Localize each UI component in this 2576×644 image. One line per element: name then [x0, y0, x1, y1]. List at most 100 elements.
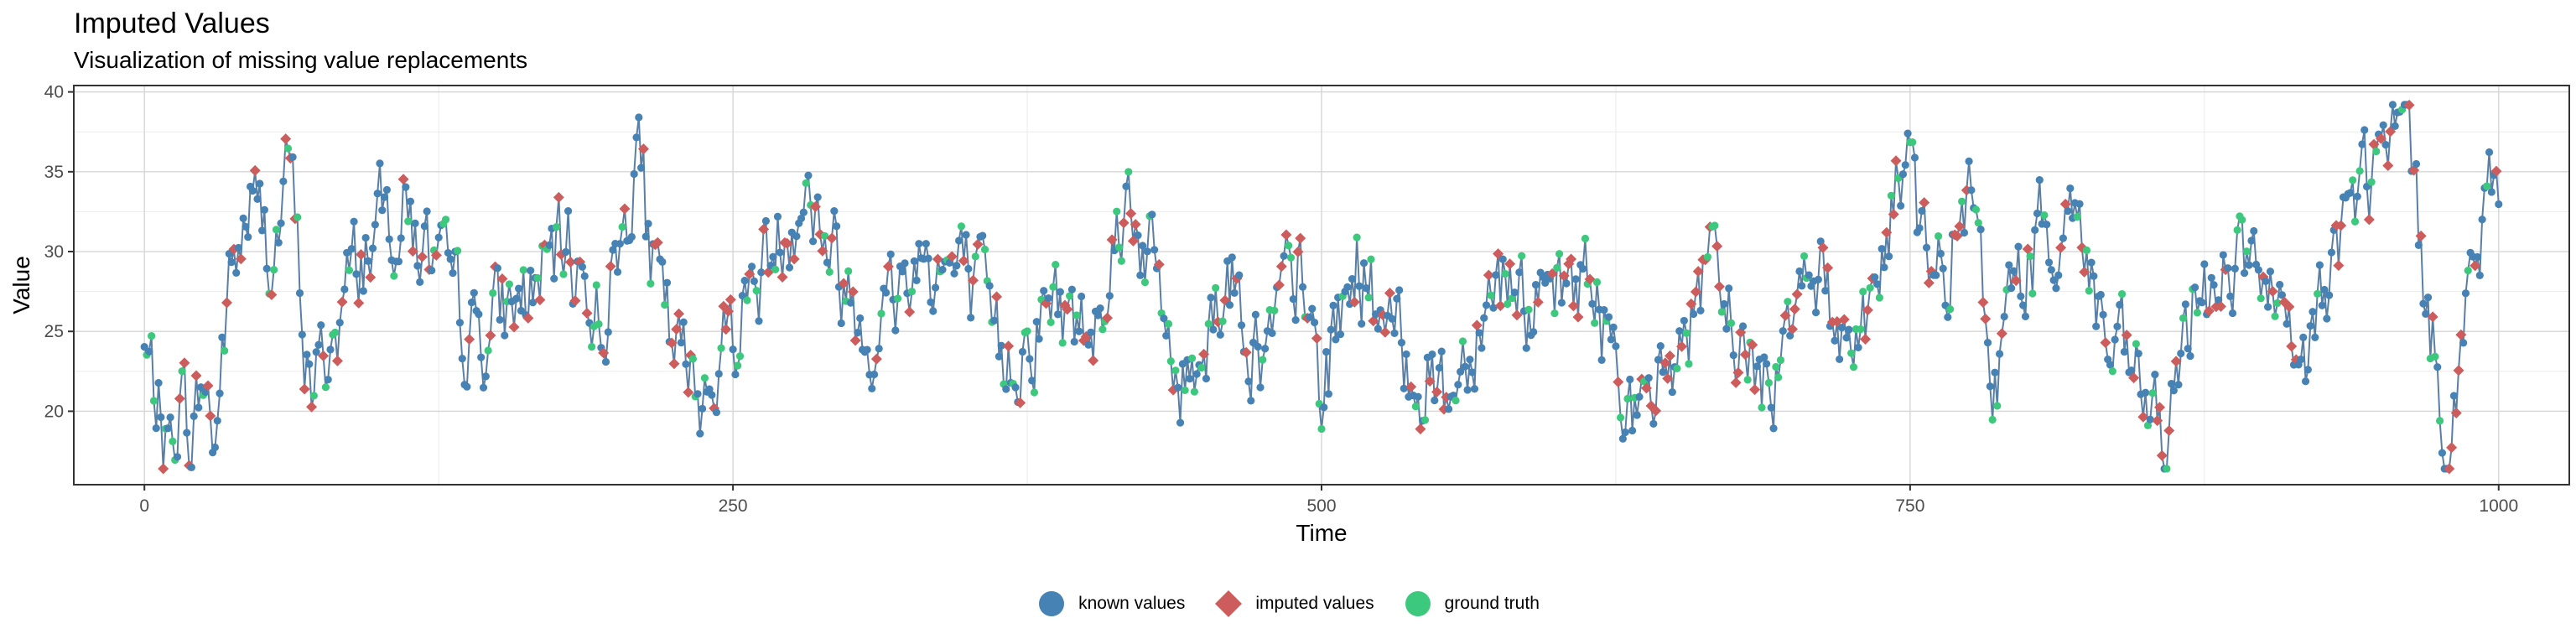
data-point-known — [1040, 287, 1048, 295]
data-point-known — [868, 384, 876, 392]
data-point-known — [1597, 356, 1606, 364]
data-point-known — [512, 294, 521, 303]
data-point-ground-truth — [2350, 217, 2360, 226]
data-point-ground-truth — [2028, 289, 2037, 298]
data-point-known — [2099, 310, 2107, 319]
data-point-known — [1280, 252, 1288, 260]
data-point-ground-truth — [1212, 283, 1220, 292]
data-point-known — [2228, 309, 2237, 318]
data-point-imputed — [2010, 275, 2022, 287]
data-point-known — [373, 190, 382, 198]
data-point-known — [2346, 189, 2355, 197]
data-point-imputed — [353, 297, 365, 309]
data-point-ground-truth — [1181, 386, 1189, 395]
data-point-imputed — [365, 272, 377, 283]
data-point-imputed — [847, 286, 859, 298]
data-point-known — [776, 248, 784, 257]
data-point-imputed — [1787, 324, 1799, 335]
data-point-known — [1192, 370, 1201, 378]
data-point-known — [2127, 366, 2136, 375]
x-tick-label: 750 — [1895, 496, 1924, 516]
data-point-known — [1075, 327, 1083, 335]
data-point-known — [1621, 428, 1629, 437]
data-point-ground-truth — [2483, 182, 2491, 190]
data-point-ground-truth — [1030, 388, 1039, 397]
data-point-imputed — [724, 293, 736, 305]
data-point-known — [1466, 356, 1474, 364]
data-point-ground-truth — [1988, 415, 1997, 424]
data-point-ground-truth — [533, 273, 542, 283]
data-point-imputed — [1384, 288, 1395, 299]
data-point-ground-truth — [2242, 247, 2251, 256]
data-point-imputed — [2121, 330, 2132, 341]
data-point-known — [449, 268, 457, 278]
data-point-imputed — [826, 232, 838, 244]
data-point-known — [854, 329, 862, 337]
data-point-known — [1798, 282, 1806, 290]
data-point-imputed — [190, 370, 202, 382]
data-point-imputed — [722, 305, 734, 317]
data-point-known — [2226, 292, 2235, 301]
data-point-known — [2301, 377, 2310, 386]
data-point-imputed — [202, 380, 214, 392]
data-point-imputed — [1511, 309, 1523, 321]
data-point-known — [1960, 228, 1969, 237]
data-point-ground-truth — [2349, 176, 2357, 184]
data-point-imputed — [407, 246, 418, 257]
data-point-known — [823, 258, 832, 267]
data-point-known — [232, 268, 241, 278]
data-point-known — [253, 195, 262, 203]
data-point-ground-truth — [844, 267, 853, 275]
data-point-known — [938, 266, 947, 274]
data-point-known — [1475, 329, 1483, 337]
data-point-imputed — [849, 335, 861, 346]
data-point-known — [562, 247, 570, 257]
data-point-known — [1910, 153, 1919, 162]
data-point-ground-truth — [321, 383, 330, 392]
data-point-known — [1478, 344, 1486, 352]
data-point-ground-truth — [2233, 226, 2241, 234]
data-point-imputed — [158, 463, 169, 475]
data-point-imputed — [299, 383, 310, 395]
data-point-imputed — [605, 261, 616, 273]
data-point-known — [218, 333, 226, 341]
data-point-known — [2438, 449, 2446, 457]
data-point-imputed — [569, 295, 581, 307]
data-point-known — [1028, 377, 1036, 385]
data-point-known — [2475, 271, 2484, 280]
data-point-known — [2017, 292, 2025, 300]
data-point-known — [615, 240, 624, 248]
data-point-known — [256, 179, 264, 188]
data-point-known — [402, 183, 410, 191]
data-point-imputed — [1640, 382, 1652, 394]
y-tick-label: 40 — [44, 83, 64, 102]
data-point-ground-truth — [2313, 289, 2322, 298]
data-point-ground-truth — [1501, 269, 1509, 278]
data-point-ground-truth — [1800, 252, 1809, 261]
data-point-ground-truth — [2464, 267, 2472, 275]
data-point-known — [1343, 283, 1352, 291]
data-point-known — [2009, 267, 2018, 275]
data-point-known — [799, 208, 808, 216]
data-point-ground-truth — [661, 300, 669, 309]
data-point-imputed — [1791, 288, 1803, 300]
data-point-ground-truth — [2108, 367, 2116, 376]
data-point-known — [1461, 362, 1469, 371]
data-point-ground-truth — [1367, 255, 1375, 263]
data-point-known — [1011, 383, 1020, 392]
data-point-imputed — [1685, 298, 1697, 309]
data-point-known — [2358, 140, 2366, 148]
data-point-ground-truth — [1046, 318, 1055, 326]
data-point-known — [397, 234, 405, 242]
data-point-ground-truth — [404, 217, 413, 226]
data-point-known — [2320, 285, 2329, 294]
data-point-known — [1654, 356, 1663, 364]
data-point-imputed — [496, 273, 508, 285]
data-point-known — [1454, 381, 1462, 389]
data-point-ground-truth — [1859, 288, 1867, 296]
data-point-known — [985, 282, 994, 290]
data-point-known — [797, 214, 806, 223]
data-point-ground-truth — [178, 367, 186, 376]
data-point-known — [1397, 338, 1406, 347]
data-point-imputed — [179, 357, 190, 369]
